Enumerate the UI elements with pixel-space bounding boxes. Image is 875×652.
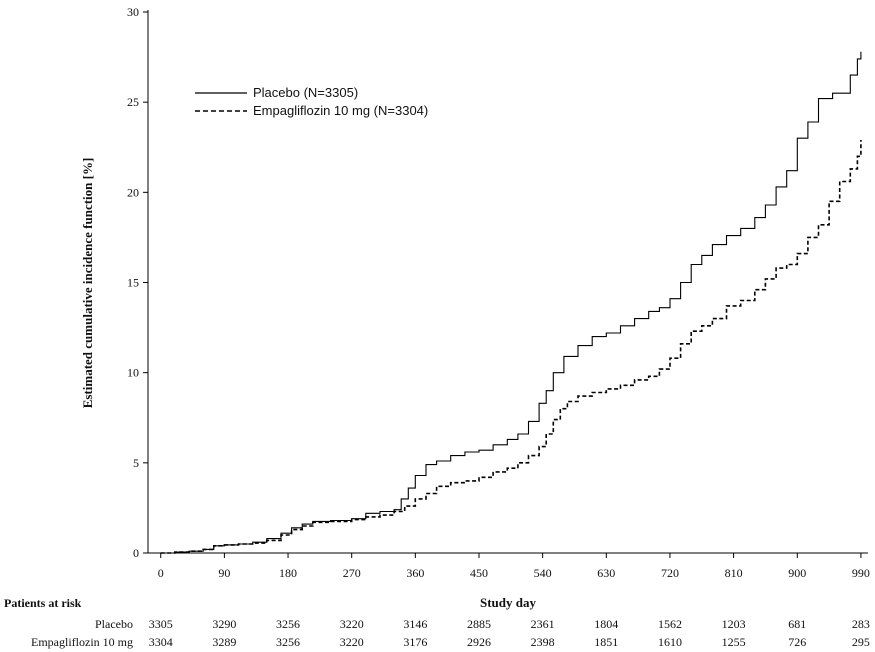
risk-value: 1610 <box>658 635 682 649</box>
y-tick-label: 15 <box>127 276 139 290</box>
x-tick-label: 0 <box>158 566 164 580</box>
risk-value: 1203 <box>722 617 746 631</box>
risk-value: 3220 <box>340 635 364 649</box>
series-line-empagliflozin <box>160 140 862 554</box>
axis-ticks: 0 5 10 15 20 25 30 0 90 180 270 360 450 540 630 720 810 9… <box>127 5 870 580</box>
risk-value: 1562 <box>658 617 682 631</box>
x-tick-label: 90 <box>218 566 230 580</box>
x-tick-label: 990 <box>852 566 870 580</box>
risk-value: 3290 <box>212 617 236 631</box>
x-tick-label: 540 <box>534 566 552 580</box>
risk-value: 3256 <box>276 635 300 649</box>
risk-value: 3289 <box>212 635 236 649</box>
x-tick-label: 450 <box>470 566 488 580</box>
y-tick-label: 30 <box>127 5 139 19</box>
y-tick-label: 5 <box>133 456 139 470</box>
risk-value: 2926 <box>467 635 491 649</box>
series-line-placebo <box>160 51 862 554</box>
risk-value: 1255 <box>722 635 746 649</box>
risk-value: 295 <box>852 635 870 649</box>
patients-at-risk-heading: Patients at risk <box>4 596 82 610</box>
risk-value: 3146 <box>403 617 427 631</box>
risk-value: 283 <box>852 617 870 631</box>
legend-label-placebo: Placebo (N=3305) <box>253 85 358 100</box>
risk-value: 2398 <box>531 635 555 649</box>
y-tick-label: 10 <box>127 366 139 380</box>
x-axis-title: Study day <box>480 595 536 610</box>
x-tick-label: 810 <box>725 566 743 580</box>
legend-label-empagliflozin: Empagliflozin 10 mg (N=3304) <box>253 103 428 118</box>
risk-value: 681 <box>788 617 806 631</box>
y-tick-label: 20 <box>127 185 139 199</box>
risk-value: 3304 <box>149 635 173 649</box>
risk-value: 726 <box>788 635 806 649</box>
x-tick-label: 720 <box>661 566 679 580</box>
x-tick-label: 630 <box>597 566 615 580</box>
risk-value: 3176 <box>403 635 427 649</box>
risk-row-label-placebo: Placebo <box>95 617 133 631</box>
risk-value: 3305 <box>149 617 173 631</box>
risk-value: 1851 <box>594 635 618 649</box>
risk-value: 2361 <box>531 617 555 631</box>
risk-value: 2885 <box>467 617 491 631</box>
y-tick-label: 0 <box>133 546 139 560</box>
y-tick-label: 25 <box>127 95 139 109</box>
x-tick-label: 270 <box>343 566 361 580</box>
risk-value: 1804 <box>594 617 618 631</box>
y-axis-title: Estimated cumulative incidence function … <box>80 158 95 409</box>
x-tick-label: 180 <box>279 566 297 580</box>
x-tick-label: 360 <box>406 566 424 580</box>
x-tick-label: 900 <box>788 566 806 580</box>
patients-at-risk-table: Patients at risk Placebo Empagliflozin 1… <box>4 596 870 649</box>
risk-value: 3220 <box>340 617 364 631</box>
risk-value: 3256 <box>276 617 300 631</box>
legend: Placebo (N=3305) Empagliflozin 10 mg (N=… <box>195 85 428 118</box>
risk-values: 3305 3290 3256 3220 3146 2885 2361 1804 1562 1203… <box>149 617 870 649</box>
series-lines <box>160 51 862 554</box>
risk-row-label-empagliflozin: Empagliflozin 10 mg <box>31 635 133 649</box>
